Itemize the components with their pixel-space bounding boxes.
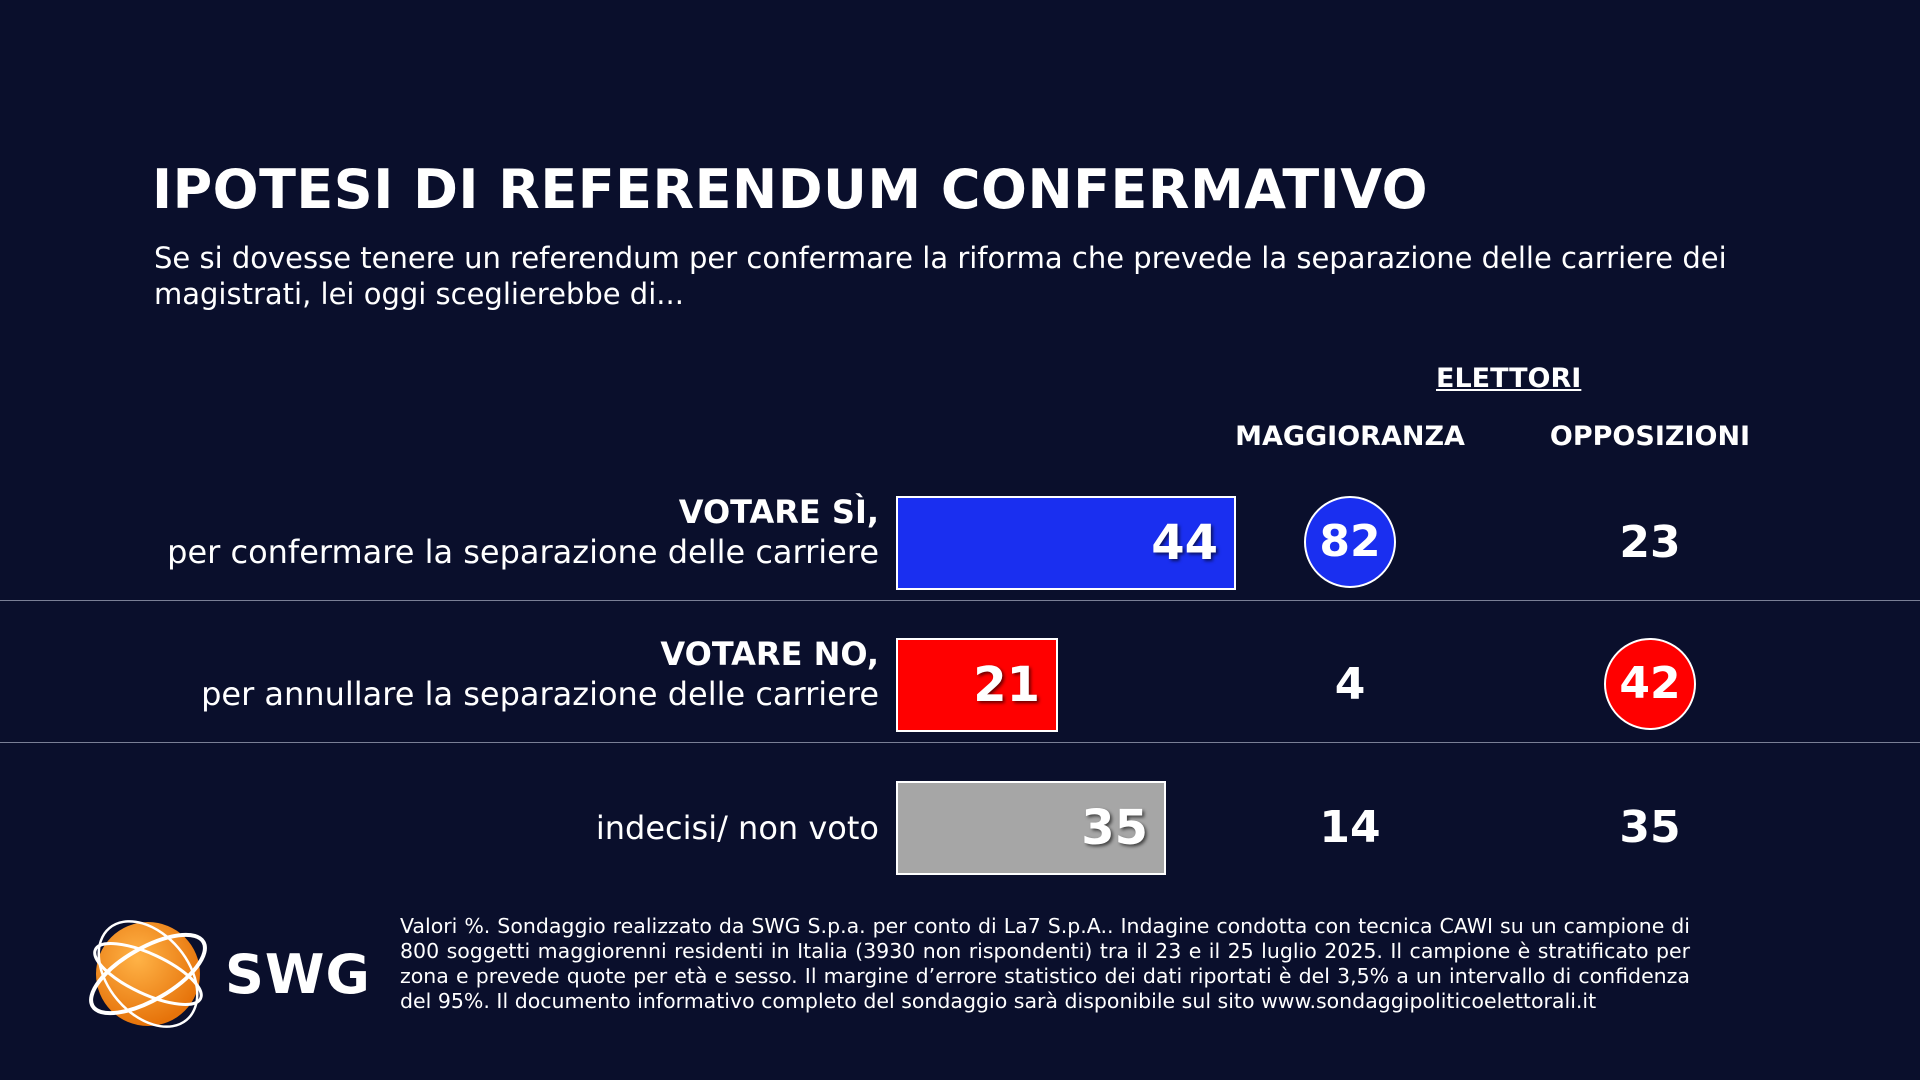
- row-divider: [0, 742, 1920, 743]
- row-divider: [0, 600, 1920, 601]
- cell-value: 4: [1334, 659, 1366, 710]
- row-label: indecisi/ non voto: [0, 808, 879, 848]
- cell-value: 35: [1619, 802, 1681, 853]
- row-label-text: per confermare la separazione delle carr…: [167, 533, 879, 571]
- column-header-opposizioni: OPPOSIZIONI: [1549, 421, 1751, 452]
- highlight-circle-value: 42: [1604, 638, 1696, 730]
- swg-logo-text: SWG: [225, 943, 371, 1006]
- cell-maggioranza: 4: [1200, 638, 1500, 732]
- bar-value-label: 44: [1151, 515, 1218, 571]
- column-header-maggioranza: MAGGIORANZA: [1235, 421, 1465, 452]
- row-label-text: indecisi/ non voto: [595, 809, 879, 847]
- cell-value: 14: [1319, 802, 1381, 853]
- row-label-strong: VOTARE NO,: [660, 635, 879, 673]
- chart-row: VOTARE NO, per annullare la separazione d…: [0, 614, 1920, 757]
- cell-opposizioni: 35: [1500, 781, 1800, 875]
- bar: 21: [896, 638, 1058, 732]
- bar: 35: [896, 781, 1166, 875]
- swg-globe-icon: [89, 920, 207, 1028]
- row-label-text: per annullare la separazione delle carri…: [201, 675, 879, 713]
- cell-value: 23: [1619, 517, 1681, 568]
- column-group-header: ELETTORI: [1436, 363, 1582, 394]
- chart-row: indecisi/ non voto 35 14 35: [0, 757, 1920, 900]
- cell-maggioranza: 14: [1200, 781, 1500, 875]
- row-label: VOTARE SÌ, per confermare la separazione …: [0, 492, 879, 572]
- bar-value-label: 35: [1081, 800, 1148, 856]
- methodology-footnote: Valori %. Sondaggio realizzato da SWG S.…: [400, 914, 1690, 1013]
- highlight-circle-value: 82: [1304, 496, 1396, 588]
- row-label: VOTARE NO, per annullare la separazione d…: [0, 634, 879, 714]
- chart-row: VOTARE SÌ, per confermare la separazione …: [0, 472, 1920, 615]
- row-label-strong: VOTARE SÌ,: [678, 493, 879, 531]
- cell-maggioranza: 82: [1200, 496, 1500, 590]
- question-text: Se si dovesse tenere un referendum per c…: [154, 241, 1727, 311]
- bar-value-label: 21: [973, 657, 1040, 713]
- bar: 44: [896, 496, 1236, 590]
- cell-opposizioni: 42: [1500, 638, 1800, 732]
- cell-opposizioni: 23: [1500, 496, 1800, 590]
- page-title: IPOTESI DI REFERENDUM CONFERMATIVO: [152, 158, 1429, 221]
